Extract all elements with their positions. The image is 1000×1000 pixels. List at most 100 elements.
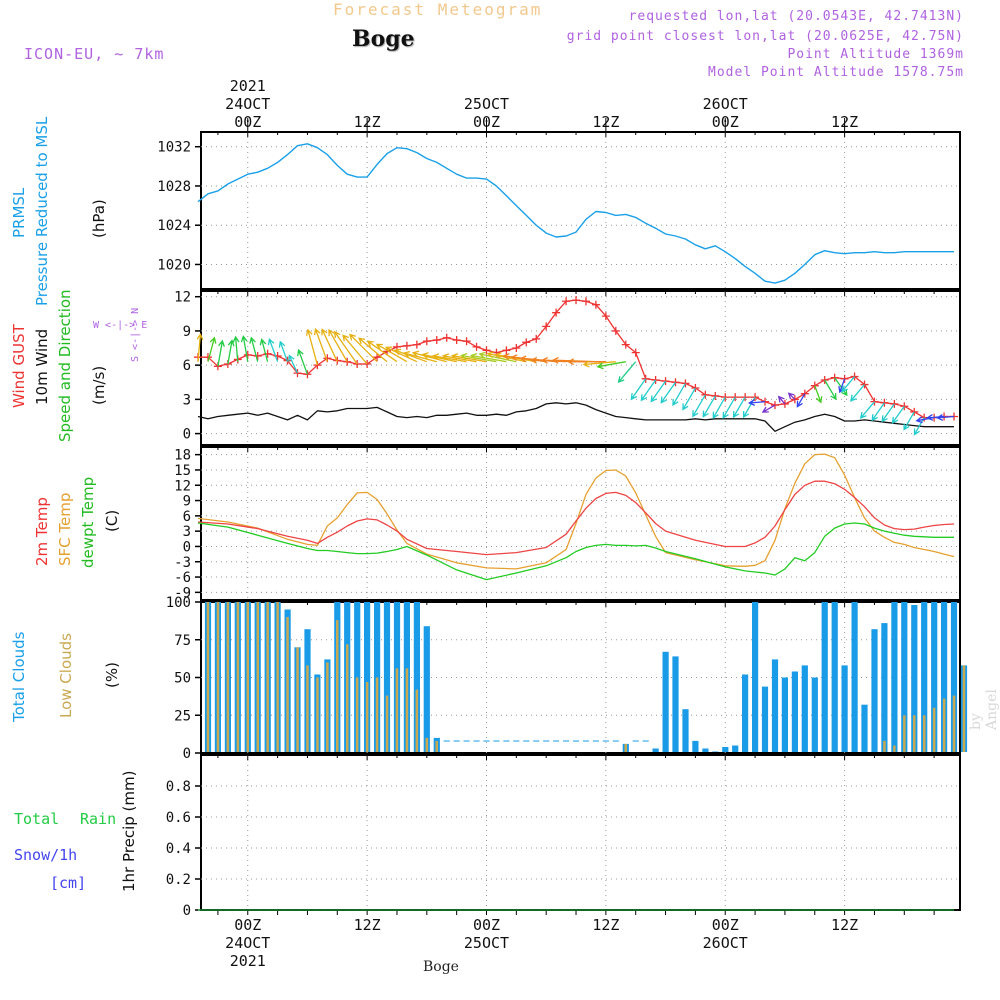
total-cloud-bar: [413, 602, 420, 752]
pressure-ytick-label: 1024: [157, 218, 191, 234]
clouds-ytick-label: 25: [174, 708, 191, 724]
wind-arrow: [913, 417, 925, 436]
wind-arrow: [650, 380, 667, 403]
total-cloud-bar: [752, 602, 759, 752]
gust-marker: [482, 346, 491, 355]
gust-marker: [422, 337, 431, 346]
wind-arrow: [441, 353, 477, 363]
total-cloud-bar: [692, 740, 699, 752]
bottom-time-label: 00Z: [712, 916, 739, 934]
low-cloud-bar: [913, 715, 916, 753]
clouds-ytick-label: 50: [174, 671, 191, 687]
model-label: ICON-EU, ~ 7km: [24, 45, 165, 63]
gust-marker: [830, 373, 839, 382]
low-cloud-bar: [942, 698, 946, 752]
gust-marker: [402, 341, 411, 350]
temperature-ytick-label: -3: [174, 555, 191, 571]
bottom-time-label: 12Z: [354, 916, 381, 934]
low-cloud-bar: [336, 620, 339, 752]
wind-arrow: [692, 394, 706, 418]
gust-marker: [363, 360, 372, 369]
wind-arrow: [478, 351, 517, 363]
total-legend: Total: [14, 810, 60, 828]
wind-ytick-label: 12: [174, 290, 191, 306]
low-cloud-bar: [316, 677, 319, 752]
gust-marker: [432, 336, 441, 345]
compass-e: E: [141, 320, 148, 331]
wind-arrow: [249, 336, 259, 362]
wind-arrow: [582, 360, 616, 368]
bottom-time-label: 24OCT: [225, 934, 270, 952]
wind-arrow: [313, 327, 328, 362]
gust-marker: [880, 398, 889, 407]
wind-arrow: [232, 335, 240, 362]
gust-marker: [601, 312, 610, 321]
gust-marker: [572, 296, 581, 305]
gust-marker: [591, 300, 600, 309]
low-cloud-bar: [256, 602, 259, 752]
gust-marker: [442, 333, 451, 342]
temperature-ytick-label: 9: [183, 494, 191, 510]
wind-arrow: [217, 339, 225, 367]
sfc-temp-line: [197, 453, 955, 570]
low-cloud-bar: [375, 677, 379, 752]
bottom-time-label: 2021: [230, 952, 266, 970]
wind-arrow: [787, 392, 796, 400]
gust-marker: [681, 379, 690, 388]
total-cloud-bar: [911, 605, 918, 752]
low-cloud-bar: [296, 647, 299, 752]
top-time-label: 25OCT: [464, 95, 509, 113]
wind-arrow: [342, 334, 368, 365]
bottom-time-label: 26OCT: [703, 934, 748, 952]
wind-arrow: [640, 379, 657, 402]
low-cloud-bar: [435, 740, 438, 752]
wind-arrow: [278, 340, 289, 362]
total-cloud-bar: [423, 626, 430, 752]
total-cloud-bar: [712, 751, 719, 752]
total-cloud-bar: [771, 659, 779, 752]
low-cloud-bar: [624, 743, 627, 752]
pressure-panel: [195, 131, 961, 290]
gust-marker: [810, 381, 819, 390]
total-cloud-bar: [742, 674, 749, 752]
low-cloud-bar: [365, 682, 369, 752]
low-cloud-bar: [425, 737, 429, 752]
bottom-time-label: 00Z: [473, 916, 500, 934]
bottom-time-label: 00Z: [234, 916, 261, 934]
precip-ytick-label: 0.6: [166, 810, 191, 826]
low-cloud-bar: [276, 602, 279, 752]
wind-arrow: [305, 328, 319, 366]
low-cloud-bar: [923, 715, 926, 753]
gust-marker: [721, 393, 730, 402]
gust-marker: [373, 353, 382, 362]
wind-arrow: [469, 352, 507, 363]
total-cloud-bar: [702, 748, 709, 752]
pressure-ytick-label: 1032: [157, 140, 191, 156]
wind-arrow: [227, 339, 235, 365]
precip-frame: [200, 754, 961, 911]
wind-ytick-label: 0: [183, 427, 191, 443]
precip-panel: [195, 754, 961, 911]
gust-marker: [581, 297, 590, 306]
pressure-line: [197, 143, 954, 284]
total-cloud-bar: [781, 677, 788, 752]
wind10m-line: [197, 402, 954, 432]
precip-ytick-label: 0.8: [166, 779, 191, 795]
pressure-ytick-label: 1028: [157, 179, 191, 195]
low-cloud-bar: [346, 644, 349, 752]
gust-marker: [343, 357, 352, 366]
wind-arrow: [375, 343, 408, 363]
gust-marker: [552, 308, 561, 317]
total-cloud-bar: [791, 671, 798, 752]
wind-arrow: [288, 354, 299, 374]
wind-arrow: [630, 378, 647, 401]
low-cloud-bar: [355, 677, 359, 752]
wind-arrow: [196, 332, 204, 362]
top-time-label: 2021: [230, 77, 266, 95]
total-cloud-bar: [821, 602, 828, 752]
wind-arrow: [321, 328, 338, 362]
gust-marker: [870, 397, 879, 406]
gust-marker: [253, 352, 262, 361]
wind-arrow: [936, 414, 955, 421]
temperature-ytick-label: 12: [174, 478, 191, 494]
